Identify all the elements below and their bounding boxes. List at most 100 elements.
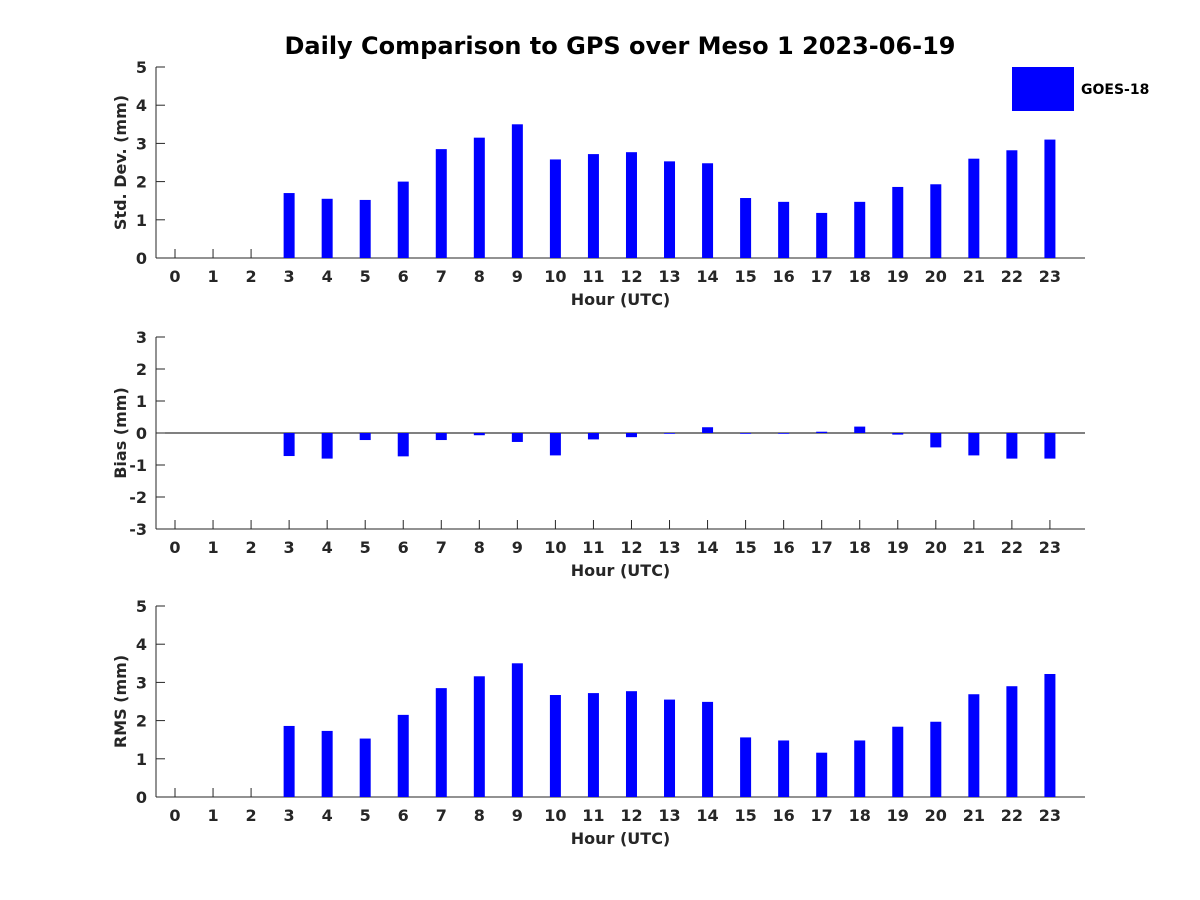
- x-tick-label: 3: [284, 538, 295, 557]
- x-tick-label: 8: [474, 806, 485, 825]
- bar-std-dev-hour-9: [511, 124, 523, 258]
- x-tick-label: 20: [925, 267, 947, 286]
- bar-rms-hour-18: [854, 740, 866, 797]
- y-axis-label: Std. Dev. (mm): [111, 95, 130, 230]
- bar-rms-hour-4: [321, 730, 333, 797]
- x-tick-label: 12: [620, 806, 642, 825]
- bar-bias-hour-16: [778, 433, 790, 434]
- x-tick-label: 18: [849, 267, 871, 286]
- x-tick-label: 23: [1039, 538, 1061, 557]
- bar-bias-hour-11: [587, 433, 599, 440]
- y-tick-label: 1: [136, 392, 147, 411]
- bar-std-dev-hour-7: [435, 149, 447, 258]
- x-tick-label: 19: [887, 806, 909, 825]
- bar-bias-hour-4: [321, 433, 333, 459]
- bar-bias-hour-22: [1006, 433, 1018, 459]
- bar-std-dev-hour-11: [587, 154, 599, 258]
- bar-std-dev-hour-16: [778, 201, 790, 258]
- x-tick-label: 6: [398, 267, 409, 286]
- bar-bias-hour-6: [397, 433, 409, 457]
- x-tick-label: 10: [544, 538, 566, 557]
- x-tick-label: 7: [436, 538, 447, 557]
- x-tick-label: 1: [207, 538, 218, 557]
- legend-swatch: [1012, 67, 1074, 111]
- y-axis-label: Bias (mm): [111, 387, 130, 479]
- x-tick-label: 12: [620, 267, 642, 286]
- x-tick-label: 17: [811, 806, 833, 825]
- x-tick-label: 5: [360, 538, 371, 557]
- x-tick-label: 19: [887, 267, 909, 286]
- x-tick-label: 12: [620, 538, 642, 557]
- bar-std-dev-hour-14: [702, 163, 714, 258]
- y-tick-label: 4: [136, 635, 147, 654]
- bar-rms-hour-23: [1044, 673, 1056, 797]
- x-tick-label: 17: [811, 538, 833, 557]
- bar-rms-hour-22: [1006, 686, 1018, 797]
- x-axis-label: Hour (UTC): [571, 561, 671, 580]
- bar-bias-hour-15: [740, 433, 752, 434]
- bar-std-dev-hour-5: [359, 199, 371, 258]
- y-tick-label: 1: [136, 211, 147, 230]
- bar-bias-hour-19: [892, 433, 904, 435]
- x-tick-label: 7: [436, 267, 447, 286]
- x-tick-label: 9: [512, 806, 523, 825]
- x-tick-label: 14: [696, 267, 718, 286]
- bar-std-dev-hour-15: [740, 198, 752, 258]
- bar-bias-hour-17: [816, 431, 828, 433]
- bar-bias-hour-3: [283, 433, 295, 457]
- y-tick-label: 4: [136, 96, 147, 115]
- x-tick-label: 5: [360, 267, 371, 286]
- bar-std-dev-hour-8: [473, 137, 485, 258]
- x-tick-label: 10: [544, 806, 566, 825]
- x-tick-label: 13: [658, 267, 680, 286]
- bar-bias-hour-7: [435, 433, 447, 441]
- x-tick-label: 14: [696, 538, 718, 557]
- x-tick-label: 23: [1039, 267, 1061, 286]
- bar-rms-hour-12: [625, 691, 637, 797]
- x-axis-label: Hour (UTC): [571, 290, 671, 309]
- y-tick-label: 2: [136, 360, 147, 379]
- y-tick-label: -1: [129, 456, 147, 475]
- x-tick-label: 22: [1001, 538, 1023, 557]
- y-tick-label: 0: [136, 424, 147, 443]
- bar-rms-hour-6: [397, 714, 409, 797]
- x-tick-label: 8: [474, 267, 485, 286]
- x-tick-label: 4: [322, 267, 333, 286]
- x-tick-label: 3: [284, 267, 295, 286]
- bar-std-dev-hour-3: [283, 193, 295, 258]
- y-tick-label: 3: [136, 134, 147, 153]
- x-tick-label: 2: [246, 806, 257, 825]
- chart-title: Daily Comparison to GPS over Meso 1 2023…: [284, 32, 955, 60]
- x-tick-label: 21: [963, 267, 985, 286]
- bar-bias-hour-8: [473, 433, 485, 436]
- bar-bias-hour-13: [664, 433, 676, 434]
- bar-bias-hour-23: [1044, 433, 1056, 459]
- bar-bias-hour-18: [854, 426, 866, 433]
- legend: GOES-18: [1012, 67, 1149, 111]
- bar-rms-hour-7: [435, 688, 447, 797]
- bar-std-dev-hour-20: [930, 184, 942, 258]
- x-tick-label: 16: [773, 806, 795, 825]
- x-tick-label: 0: [169, 267, 180, 286]
- x-tick-label: 18: [849, 538, 871, 557]
- x-tick-label: 0: [169, 806, 180, 825]
- y-tick-label: 0: [136, 249, 147, 268]
- bar-std-dev-hour-23: [1044, 139, 1056, 258]
- x-tick-label: 17: [811, 267, 833, 286]
- x-tick-label: 22: [1001, 267, 1023, 286]
- y-tick-label: 1: [136, 750, 147, 769]
- bar-rms-hour-3: [283, 725, 295, 797]
- bar-bias-hour-9: [511, 433, 523, 442]
- x-tick-label: 1: [207, 267, 218, 286]
- x-tick-label: 14: [696, 806, 718, 825]
- bar-rms-hour-8: [473, 676, 485, 797]
- bar-rms-hour-17: [816, 752, 828, 797]
- x-tick-label: 15: [734, 806, 756, 825]
- y-tick-label: 2: [136, 173, 147, 192]
- x-tick-label: 16: [773, 267, 795, 286]
- legend-label: GOES-18: [1081, 82, 1149, 98]
- bar-rms-hour-15: [740, 737, 752, 797]
